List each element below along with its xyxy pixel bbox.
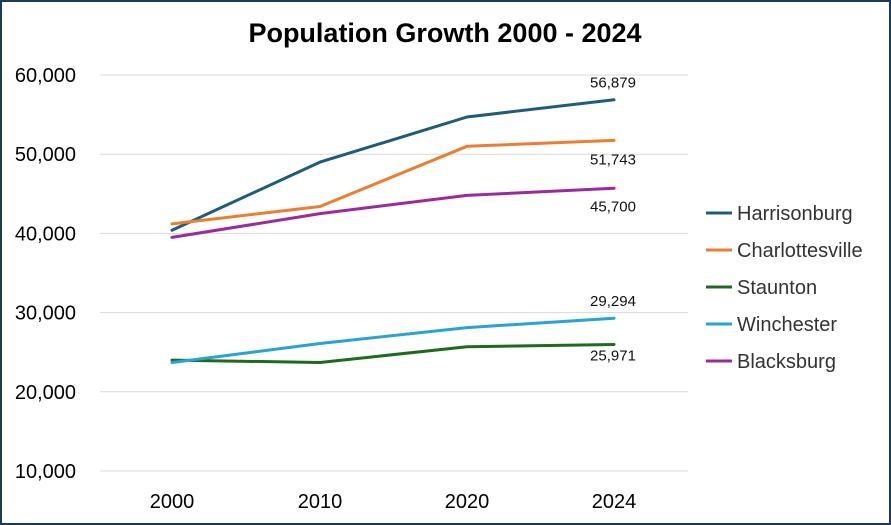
y-tick-label: 10,000	[15, 461, 76, 483]
data-label-charlottesville: 51,743	[590, 151, 636, 168]
data-labels: 56,879 51,743 25,971 29,294 45,700	[590, 75, 636, 365]
x-tick-label: 2024	[592, 491, 637, 513]
y-tick-label: 50,000	[15, 144, 76, 166]
x-tick-label: 2010	[298, 491, 343, 513]
series-line-harrisonburg	[170, 98, 616, 232]
legend-label-charlottesville: Charlottesville	[737, 240, 863, 262]
series-line-blacksburg	[170, 186, 616, 239]
y-tick-label: 30,000	[15, 303, 76, 325]
legend-label-blacksburg: Blacksburg	[737, 351, 836, 373]
series-line-staunton	[170, 343, 616, 364]
chart-title: Population Growth 2000 - 2024	[248, 18, 641, 48]
legend-label-winchester: Winchester	[737, 314, 837, 336]
y-axis-ticks: 10,000 20,000 30,000 40,000 50,000 60,000	[15, 65, 76, 483]
legend-label-harrisonburg: Harrisonburg	[737, 203, 853, 225]
series-line-winchester	[170, 316, 616, 364]
y-tick-label: 40,000	[15, 223, 76, 245]
y-tick-label: 20,000	[15, 382, 76, 404]
legend-label-staunton: Staunton	[737, 277, 817, 299]
data-label-staunton: 25,971	[590, 348, 636, 365]
x-axis-ticks: 2000 2010 2020 2024	[150, 491, 637, 513]
data-label-winchester: 29,294	[590, 293, 636, 310]
series-line-charlottesville	[170, 138, 616, 226]
x-tick-label: 2020	[445, 491, 490, 513]
x-tick-label: 2000	[150, 491, 195, 513]
data-label-harrisonburg: 56,879	[590, 75, 636, 92]
gridlines	[100, 74, 688, 472]
series-lines	[170, 98, 616, 364]
data-label-blacksburg: 45,700	[590, 198, 636, 215]
legend: Harrisonburg Charlottesville Staunton Winch…	[706, 203, 863, 373]
y-tick-label: 60,000	[15, 65, 76, 87]
